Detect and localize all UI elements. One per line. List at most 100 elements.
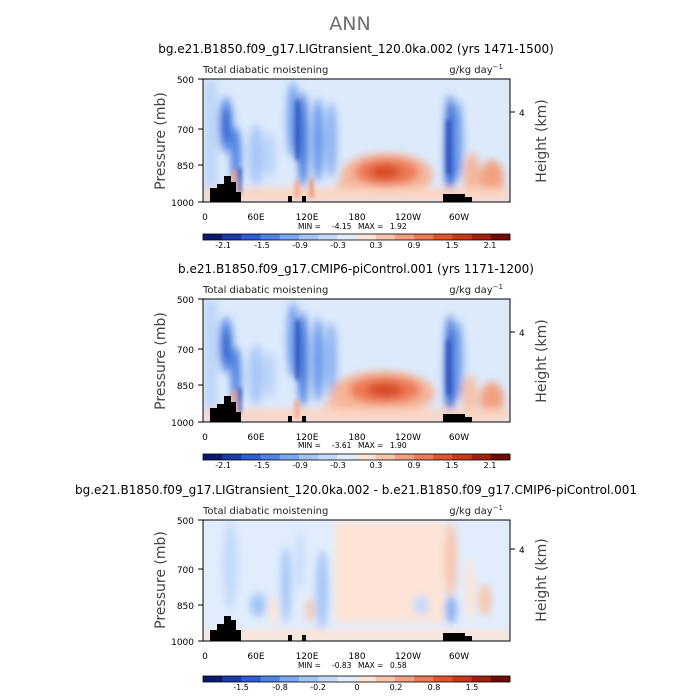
colorbar-swatch <box>394 234 415 240</box>
panel-2-frame <box>202 298 511 423</box>
colorbar-swatch <box>279 676 300 682</box>
colorbar-swatch <box>318 676 338 682</box>
colorbar-swatch <box>414 234 434 240</box>
panel-1-xtick: 60E <box>247 213 264 223</box>
panel-3-title: bg.e21.B1850.f09_g17.LIGtransient_120.0k… <box>75 483 637 497</box>
colorbar-swatch <box>471 676 492 682</box>
panel-2-ytick: 700 <box>177 346 194 356</box>
colorbar-swatch <box>394 676 415 682</box>
figure-title: ANN <box>329 13 370 35</box>
panel-2-cb-tick: 0.9 <box>408 461 421 470</box>
panel-1-cb-tick: -2.1 <box>215 241 231 250</box>
panel-3-xtick: 60E <box>247 652 264 662</box>
colorbar-swatch <box>356 234 376 240</box>
panel-3-min-value: -0.83 <box>332 661 352 670</box>
panel-3-cb-tick: 0 <box>354 683 359 692</box>
colorbar-swatch <box>241 454 261 460</box>
colorbar-swatch <box>260 234 281 240</box>
panel-2-ylabel-right: Height (km) <box>534 319 550 402</box>
colorbar-swatch <box>452 676 472 682</box>
panel-1-units-label: g/kg day−1 <box>449 63 503 76</box>
colorbar-swatch <box>490 676 511 682</box>
panel-3: bg.e21.B1850.f09_g17.LIGtransient_120.0k… <box>75 483 637 692</box>
panel-2-max-value: 1.90 <box>390 441 407 450</box>
colorbar-swatch <box>203 234 223 240</box>
panel-3-cb-tick: 0.2 <box>390 683 403 692</box>
colorbar-swatch <box>298 676 319 682</box>
colorbar-swatch <box>318 454 338 460</box>
panel-1-xtick: 120W <box>395 213 421 223</box>
panel-1-xtick: 0 <box>202 213 208 223</box>
panel-3-ylabel: Pressure (mb) <box>153 531 169 629</box>
panel-2-cb-tick: 0.3 <box>370 461 383 470</box>
colorbar-swatch <box>375 676 396 682</box>
panel-2-field <box>203 299 510 422</box>
panel-3-xtick: 0 <box>202 652 208 662</box>
panel-3-max-value: 0.58 <box>390 661 407 670</box>
colorbar-swatch <box>356 676 376 682</box>
panel-3-cb-tick: 1.5 <box>466 683 479 692</box>
panel-2-min-value: -3.61 <box>332 441 352 450</box>
panel-1-ytick-right: 4 <box>519 109 525 119</box>
colorbar-swatch <box>241 676 261 682</box>
panel-2-xtick: 60E <box>247 433 264 443</box>
colorbar-swatch <box>490 234 511 240</box>
colorbar-swatch <box>375 234 396 240</box>
panel-2-xtick: 120E <box>296 433 319 443</box>
panel-3-xtick: 120W <box>395 652 421 662</box>
panel-1-title: bg.e21.B1850.f09_g17.LIGtransient_120.0k… <box>158 42 554 56</box>
panel-1-colorbar <box>202 233 511 241</box>
panel-2-units-label: g/kg day−1 <box>449 283 503 296</box>
panel-2-variable-label: Total diabatic moistening <box>202 285 328 296</box>
colorbar-swatch <box>222 454 242 460</box>
colorbar-swatch <box>298 234 319 240</box>
panel-2-xtick: 180 <box>348 433 365 443</box>
panel-1-min-value: -4.15 <box>332 222 352 231</box>
panel-3-cb-tick: -0.2 <box>310 683 326 692</box>
colorbar-swatch <box>222 234 242 240</box>
panel-1-ylabel-right: Height (km) <box>534 99 550 182</box>
panel-2-ytick: 500 <box>177 296 194 306</box>
panel-3-xtick: 180 <box>348 652 365 662</box>
panel-1-xtick: 180 <box>348 213 365 223</box>
panel-1-ytick: 1000 <box>171 199 194 209</box>
colorbar-swatch <box>337 676 357 682</box>
panel-1-ytick: 700 <box>177 126 194 136</box>
panel-1-cb-tick: 2.1 <box>484 241 497 250</box>
panel-3-min-label: MIN = <box>298 661 321 670</box>
colorbar-swatch <box>394 454 415 460</box>
panel-3-cb-tick: -0.8 <box>272 683 288 692</box>
panel-1-variable-label: Total diabatic moistening <box>202 65 328 76</box>
colorbar-frame <box>202 675 511 683</box>
panel-1-max-value: 1.92 <box>390 222 407 231</box>
colorbar-swatch <box>318 234 338 240</box>
panel-2-cb-tick: -0.3 <box>330 461 346 470</box>
panel-3-ylabel-right: Height (km) <box>534 538 550 621</box>
panel-1: bg.e21.B1850.f09_g17.LIGtransient_120.0k… <box>153 42 554 250</box>
panel-2-xtick: 0 <box>202 433 208 443</box>
panel-3-frame <box>202 519 511 642</box>
colorbar-swatch <box>433 454 453 460</box>
panel-1-ytick: 500 <box>177 76 194 86</box>
colorbar-swatch <box>279 454 300 460</box>
colorbar-frame <box>202 453 511 461</box>
panel-1-ylabel: Pressure (mb) <box>153 92 169 190</box>
panel-3-xtick: 120E <box>296 652 319 662</box>
panel-2: b.e21.B1850.f09_g17.CMIP6-piControl.001 … <box>153 262 550 470</box>
panel-2-max-label: MAX = <box>358 441 383 450</box>
colorbar-swatch <box>414 676 434 682</box>
panel-3-cb-tick: -1.5 <box>233 683 249 692</box>
colorbar-swatch <box>260 676 281 682</box>
panel-2-ylabel: Pressure (mb) <box>153 312 169 410</box>
panel-1-cb-tick: 1.5 <box>446 241 459 250</box>
panel-1-cb-tick: -0.3 <box>330 241 346 250</box>
colorbar-swatch <box>490 454 511 460</box>
panel-2-cb-tick: 1.5 <box>446 461 459 470</box>
panel-2-cb-tick: -0.9 <box>292 461 308 470</box>
panel-3-ytick: 850 <box>177 602 194 612</box>
panel-3-colorbar <box>202 675 511 683</box>
colorbar-swatch <box>452 234 472 240</box>
panel-1-max-label: MAX = <box>358 222 383 231</box>
panel-2-cb-tick: 2.1 <box>484 461 497 470</box>
